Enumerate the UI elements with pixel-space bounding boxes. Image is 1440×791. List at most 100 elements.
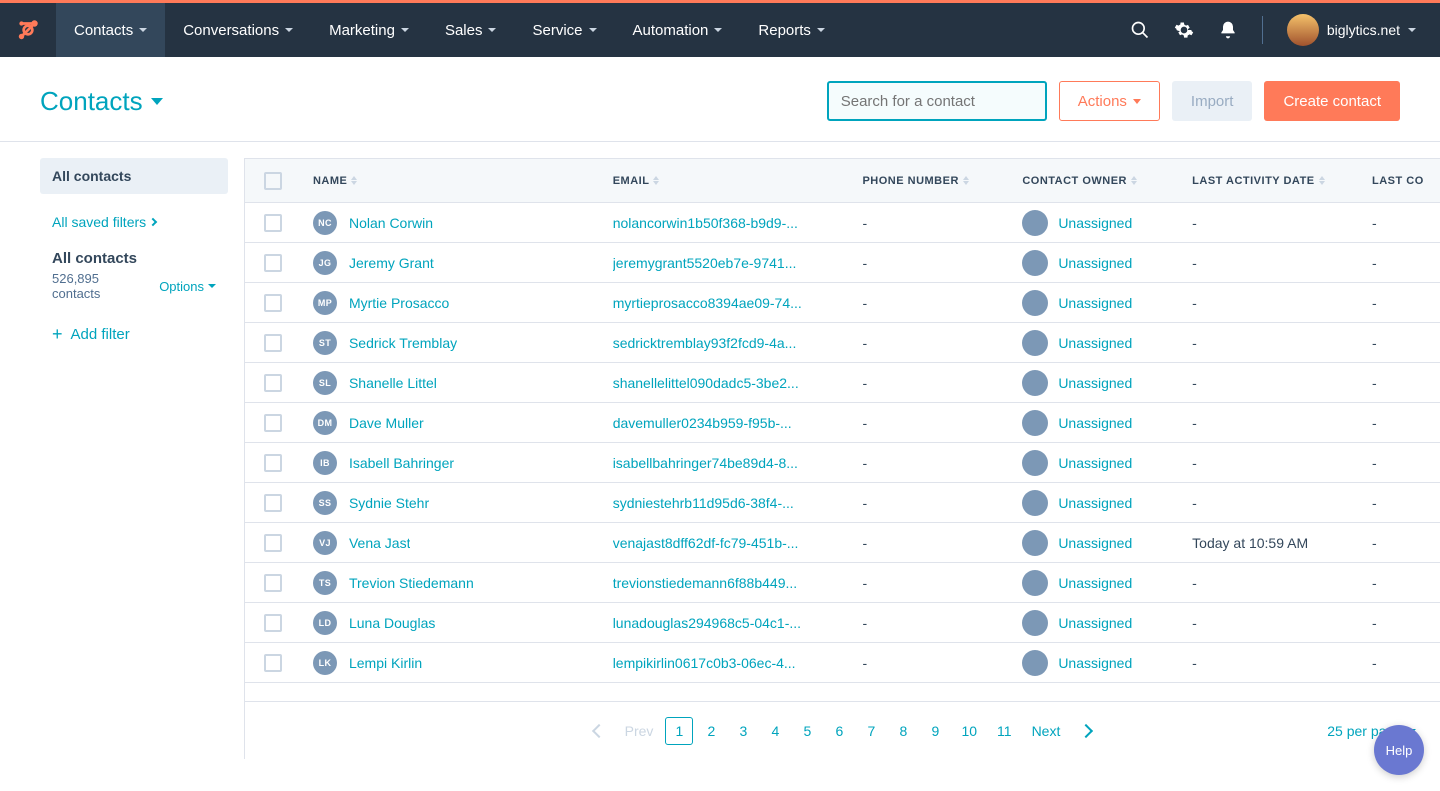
row-checkbox[interactable] [264,334,282,352]
column-email[interactable]: EMAIL [601,175,851,187]
table-row: VJVena Jastvenajast8dff62df-fc79-451b-..… [245,523,1440,563]
contact-name[interactable]: Shanelle Littel [349,375,437,391]
account-switcher[interactable]: biglytics.net [1287,14,1416,46]
contact-email[interactable]: jeremygrant5520eb7e-9741... [613,255,797,271]
row-checkbox[interactable] [264,454,282,472]
add-filter-button[interactable]: + Add filter [40,313,228,355]
contact-email[interactable]: lempikirlin0617c0b3-06ec-4... [613,655,796,671]
nav-item-contacts[interactable]: Contacts [56,3,165,57]
contact-owner[interactable]: Unassigned [1058,455,1132,471]
contact-email[interactable]: sydniestehrb11d95d6-38f4-... [613,495,794,511]
nav-item-sales[interactable]: Sales [427,3,515,57]
nav-item-service[interactable]: Service [514,3,614,57]
contact-name[interactable]: Trevion Stiedemann [349,575,474,591]
pagination-page-5[interactable]: 5 [793,717,821,745]
search-icon[interactable] [1130,20,1150,40]
hubspot-logo[interactable] [0,3,56,57]
create-contact-button[interactable]: Create contact [1264,81,1400,121]
contact-name[interactable]: Dave Muller [349,415,424,431]
page-title[interactable]: Contacts [40,86,163,117]
contact-email[interactable]: myrtieprosacco8394ae09-74... [613,295,802,311]
settings-icon[interactable] [1174,20,1194,40]
column-name[interactable]: NAME [301,175,601,187]
contact-name[interactable]: Jeremy Grant [349,255,434,271]
contact-name[interactable]: Isabell Bahringer [349,455,454,471]
column-activity[interactable]: LAST ACTIVITY DATE [1180,175,1360,187]
pagination-page-1[interactable]: 1 [665,717,693,745]
sidebar-saved-filters[interactable]: All saved filters [40,206,228,238]
contact-email[interactable]: nolancorwin1b50f368-b9d9-... [613,215,798,231]
search-input[interactable] [841,93,1040,110]
row-checkbox[interactable] [264,534,282,552]
contact-name[interactable]: Sydnie Stehr [349,495,429,511]
row-checkbox[interactable] [264,654,282,672]
contact-owner[interactable]: Unassigned [1058,495,1132,511]
pagination-page-9[interactable]: 9 [921,717,949,745]
row-checkbox[interactable] [264,494,282,512]
contact-email[interactable]: isabellbahringer74be89d4-8... [613,455,798,471]
nav-item-conversations[interactable]: Conversations [165,3,311,57]
contact-owner[interactable]: Unassigned [1058,575,1132,591]
contact-owner[interactable]: Unassigned [1058,535,1132,551]
contact-name[interactable]: Sedrick Tremblay [349,335,457,351]
pagination-page-11[interactable]: 11 [989,717,1020,745]
account-name: biglytics.net [1327,22,1400,38]
actions-button[interactable]: Actions [1059,81,1160,121]
help-button[interactable]: Help [1374,725,1424,775]
column-last-contacted[interactable]: LAST CO [1360,175,1440,187]
pagination-page-3[interactable]: 3 [729,717,757,745]
row-checkbox[interactable] [264,254,282,272]
contact-name[interactable]: Nolan Corwin [349,215,433,231]
contact-owner[interactable]: Unassigned [1058,615,1132,631]
sort-icon [1319,176,1325,185]
notifications-icon[interactable] [1218,20,1238,40]
filter-options[interactable]: Options [159,279,216,294]
last-activity: - [1192,495,1197,511]
contact-owner[interactable]: Unassigned [1058,215,1132,231]
chevron-down-icon [151,98,163,105]
column-phone[interactable]: PHONE NUMBER [850,175,1010,187]
contact-email[interactable]: shanellelittel090dadc5-3be2... [613,375,799,391]
contact-owner[interactable]: Unassigned [1058,415,1132,431]
contact-name[interactable]: Vena Jast [349,535,411,551]
contact-email[interactable]: sedricktremblay93f2fcd9-4a... [613,335,797,351]
nav-item-marketing[interactable]: Marketing [311,3,427,57]
pagination-page-2[interactable]: 2 [697,717,725,745]
contact-email[interactable]: lunadouglas294968c5-04c1-... [613,615,801,631]
contact-name[interactable]: Luna Douglas [349,615,435,631]
contact-owner[interactable]: Unassigned [1058,335,1132,351]
row-checkbox[interactable] [264,374,282,392]
pagination-page-6[interactable]: 6 [825,717,853,745]
contact-name[interactable]: Myrtie Prosacco [349,295,449,311]
select-all-checkbox[interactable] [264,172,282,190]
pagination-page-10[interactable]: 10 [953,717,985,745]
nav-item-automation[interactable]: Automation [615,3,741,57]
sort-icon [653,176,659,185]
row-checkbox[interactable] [264,614,282,632]
nav-item-reports[interactable]: Reports [740,3,843,57]
contact-email[interactable]: trevionstiedemann6f88b449... [613,575,797,591]
row-checkbox[interactable] [264,294,282,312]
sidebar-all-contacts[interactable]: All contacts [40,158,228,194]
pagination-next[interactable]: Next [1024,717,1069,745]
contact-owner[interactable]: Unassigned [1058,655,1132,671]
pagination-page-4[interactable]: 4 [761,717,789,745]
contact-avatar: LD [313,611,337,635]
row-checkbox[interactable] [264,214,282,232]
contact-search[interactable] [827,81,1047,121]
column-owner[interactable]: CONTACT OWNER [1010,175,1180,187]
contact-name[interactable]: Lempi Kirlin [349,655,422,671]
contact-email[interactable]: venajast8dff62df-fc79-451b-... [613,535,799,551]
row-checkbox[interactable] [264,574,282,592]
pagination-page-7[interactable]: 7 [857,717,885,745]
pagination-page-8[interactable]: 8 [889,717,917,745]
last-contacted: - [1372,375,1377,391]
pagination-next-arrow[interactable] [1072,717,1100,745]
contact-owner[interactable]: Unassigned [1058,375,1132,391]
contact-owner[interactable]: Unassigned [1058,295,1132,311]
sidebar-filter-section: All contacts 526,895 contacts Options [40,238,228,313]
contact-email[interactable]: davemuller0234b959-f95b-... [613,415,792,431]
contact-owner[interactable]: Unassigned [1058,255,1132,271]
row-checkbox[interactable] [264,414,282,432]
owner-avatar [1022,290,1048,316]
